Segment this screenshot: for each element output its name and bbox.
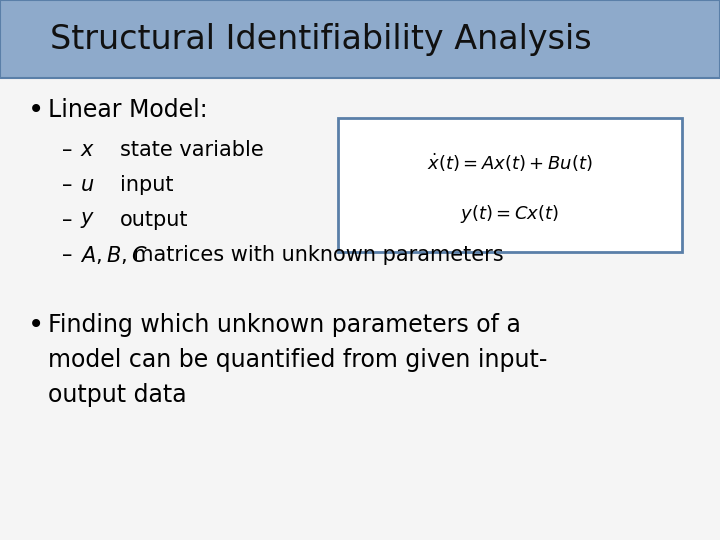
Text: $\dot{x}(t) = Ax(t) + Bu(t)$: $\dot{x}(t) = Ax(t) + Bu(t)$ [427,152,593,174]
Text: Finding which unknown parameters of a: Finding which unknown parameters of a [48,313,521,337]
Text: model can be quantified from given input-: model can be quantified from given input… [48,348,547,372]
Text: input: input [120,175,174,195]
Text: matrices with unknown parameters: matrices with unknown parameters [120,245,503,265]
Text: $y$: $y$ [80,210,95,230]
Text: $u$: $u$ [80,175,94,195]
Text: –: – [62,245,73,265]
FancyBboxPatch shape [0,0,720,78]
Text: $A,B,C$: $A,B,C$ [80,244,148,266]
Text: •: • [28,96,44,124]
Text: state variable: state variable [120,140,264,160]
Text: –: – [62,140,73,160]
Text: $x$: $x$ [80,140,95,160]
Text: output: output [120,210,189,230]
Text: output data: output data [48,383,186,407]
FancyBboxPatch shape [338,118,682,252]
Text: Linear Model:: Linear Model: [48,98,207,122]
Text: $y(t) = Cx(t)$: $y(t) = Cx(t)$ [461,202,559,225]
Text: Structural Identifiability Analysis: Structural Identifiability Analysis [50,23,592,56]
Text: –: – [62,175,73,195]
Text: –: – [62,210,73,230]
Text: •: • [28,311,44,339]
